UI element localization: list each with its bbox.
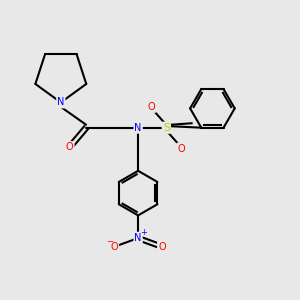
Text: O: O	[66, 142, 74, 152]
Text: N: N	[134, 123, 142, 133]
Text: S: S	[163, 123, 170, 133]
Text: +: +	[140, 228, 147, 237]
Text: O: O	[110, 242, 118, 252]
Text: O: O	[158, 242, 166, 252]
Text: O: O	[177, 143, 185, 154]
Text: N: N	[57, 98, 64, 107]
Text: O: O	[148, 102, 155, 112]
Text: N: N	[134, 233, 142, 243]
Text: −: −	[106, 237, 113, 246]
